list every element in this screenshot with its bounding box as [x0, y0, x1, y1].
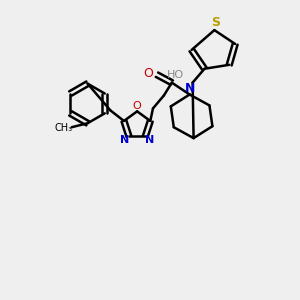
- Text: CH₃: CH₃: [55, 123, 73, 133]
- Text: O: O: [143, 67, 153, 80]
- Text: N: N: [120, 135, 130, 146]
- Text: O: O: [133, 101, 142, 111]
- Text: HO: HO: [167, 70, 184, 80]
- Text: N: N: [145, 135, 154, 146]
- Text: N: N: [184, 82, 195, 95]
- Text: S: S: [211, 16, 220, 29]
